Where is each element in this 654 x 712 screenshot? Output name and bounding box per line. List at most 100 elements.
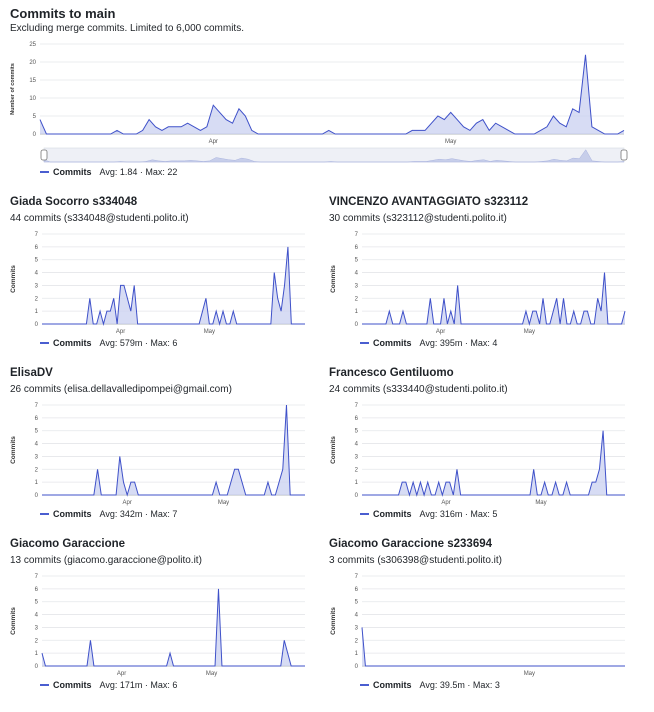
y-tick-label: 1 xyxy=(355,309,359,315)
y-tick-label: 0 xyxy=(35,664,39,670)
y-tick-label: 15 xyxy=(29,78,36,84)
range-slider[interactable] xyxy=(0,146,654,166)
y-axis-label: Number of commits xyxy=(10,63,16,115)
legend-swatch xyxy=(40,342,49,344)
y-tick-label: 25 xyxy=(29,42,36,48)
y-tick-label: 4 xyxy=(35,271,39,277)
y-tick-label: 5 xyxy=(35,600,39,606)
range-handle-left[interactable] xyxy=(40,149,48,161)
x-tick-label: Apr xyxy=(441,500,450,506)
y-tick-label: 20 xyxy=(29,60,36,66)
legend-series-name: Commits xyxy=(373,338,412,348)
legend: Commits Avg: 395m · Max: 4 xyxy=(360,338,497,348)
legend-series-name: Commits xyxy=(53,167,92,177)
contributor-chart: 0 1 2 3 4 5 6 7 Commits Apr May xyxy=(330,403,625,506)
series-line xyxy=(42,404,305,497)
contributor-commit-count: 26 commits (elisa.dellavalledipompei@gma… xyxy=(10,384,232,395)
y-tick-label: 7 xyxy=(35,574,39,580)
y-axis-label: Commits xyxy=(10,607,17,635)
y-axis-label: Commits xyxy=(330,607,337,635)
y-axis-label: Commits xyxy=(10,436,17,464)
x-tick-label: May xyxy=(206,671,217,677)
series-line xyxy=(362,272,626,326)
series-area xyxy=(362,272,625,324)
y-tick-label: 1 xyxy=(35,651,39,657)
series-line xyxy=(362,430,625,497)
y-tick-label: 6 xyxy=(35,245,39,251)
y-tick-label: 1 xyxy=(35,480,39,486)
y-tick-label: 5 xyxy=(35,258,39,264)
series-area xyxy=(42,405,305,495)
page-title: Commits to main xyxy=(10,6,116,21)
series-line xyxy=(42,246,305,326)
y-tick-label: 10 xyxy=(29,96,36,102)
x-tick-label: Apr xyxy=(436,329,445,335)
y-tick-label: 1 xyxy=(355,651,359,657)
y-tick-label: 2 xyxy=(35,467,39,473)
legend: Commits Avg: 39.5m · Max: 3 xyxy=(360,680,500,690)
main-commits-chart: 0 5 10 15 20 25 Number of commits Apr May xyxy=(10,42,625,145)
x-tick-label: May xyxy=(445,139,456,145)
legend: Commits Avg: 316m · Max: 5 xyxy=(360,509,497,519)
y-tick-label: 6 xyxy=(355,245,359,251)
contributor-name[interactable]: Giacomo Garaccione xyxy=(10,538,126,550)
series-line xyxy=(39,54,625,135)
contributor-commit-count: 3 commits (s306398@studenti.polito.it) xyxy=(329,555,503,566)
series-area xyxy=(362,430,625,495)
legend: Commits Avg: 342m · Max: 7 xyxy=(40,509,177,519)
y-tick-label: 2 xyxy=(35,296,39,302)
overview-track xyxy=(43,147,625,163)
series-line xyxy=(41,588,305,667)
y-tick-label: 7 xyxy=(35,232,39,238)
y-axis-label: Commits xyxy=(10,265,17,293)
y-tick-label: 4 xyxy=(355,442,359,448)
contributor-name[interactable]: Francesco Gentiluomo xyxy=(329,367,454,379)
contributor-name[interactable]: Giada Socorro s334048 xyxy=(10,196,138,208)
y-tick-label: 0 xyxy=(355,664,359,670)
legend-stats: Avg: 316m · Max: 5 xyxy=(419,509,498,519)
y-tick-label: 4 xyxy=(35,613,39,619)
y-tick-label: 6 xyxy=(355,416,359,422)
legend-stats: Avg: 579m · Max: 6 xyxy=(99,338,178,348)
y-tick-label: 0 xyxy=(355,493,359,499)
series-area xyxy=(42,246,305,324)
y-tick-label: 4 xyxy=(35,442,39,448)
legend-series-name: Commits xyxy=(53,509,92,519)
legend-main: Commits Avg: 1.84 · Max: 22 xyxy=(40,167,177,177)
range-handle-right[interactable] xyxy=(620,149,628,161)
legend-stats: Avg: 171m · Max: 6 xyxy=(99,680,178,690)
legend-stats: Avg: 395m · Max: 4 xyxy=(419,338,498,348)
legend-swatch xyxy=(360,684,369,686)
legend-swatch xyxy=(40,513,49,515)
y-tick-label: 7 xyxy=(355,574,359,580)
x-tick-label: May xyxy=(204,329,215,335)
y-tick-label: 6 xyxy=(35,587,39,593)
y-tick-label: 3 xyxy=(35,625,39,631)
legend-stats: Avg: 1.84 · Max: 22 xyxy=(99,167,178,177)
x-tick-label: Apr xyxy=(117,671,126,677)
x-tick-label: May xyxy=(535,500,546,506)
y-tick-label: 5 xyxy=(355,600,359,606)
contributor-chart: 0 1 2 3 4 5 6 7 Commits Apr May xyxy=(10,403,305,506)
y-tick-label: 4 xyxy=(355,613,359,619)
y-tick-label: 3 xyxy=(35,454,39,460)
contributor-commit-count: 30 commits (s323112@studenti.polito.it) xyxy=(329,213,507,224)
contributor-chart: 0 1 2 3 4 5 6 7 Commits Apr May xyxy=(10,574,305,677)
x-tick-label: May xyxy=(218,500,229,506)
contributor-name[interactable]: ElisaDV xyxy=(10,367,53,379)
y-tick-label: 5 xyxy=(33,114,37,120)
series-area xyxy=(362,627,625,666)
contributor-name[interactable]: Giacomo Garaccione s233694 xyxy=(329,538,493,550)
page-subtitle: Excluding merge commits. Limited to 6,00… xyxy=(10,23,244,34)
y-tick-label: 1 xyxy=(355,480,359,486)
y-axis-label: Commits xyxy=(330,265,337,293)
y-tick-label: 0 xyxy=(33,132,37,138)
x-tick-label: Apr xyxy=(123,500,132,506)
contributor-name[interactable]: VINCENZO AVANTAGGIATO s323112 xyxy=(329,196,529,208)
legend-swatch xyxy=(40,684,49,686)
y-tick-label: 4 xyxy=(355,271,359,277)
legend-stats: Avg: 342m · Max: 7 xyxy=(99,509,178,519)
y-tick-label: 0 xyxy=(355,322,359,328)
legend-stats: Avg: 39.5m · Max: 3 xyxy=(419,680,500,690)
y-tick-label: 6 xyxy=(35,416,39,422)
